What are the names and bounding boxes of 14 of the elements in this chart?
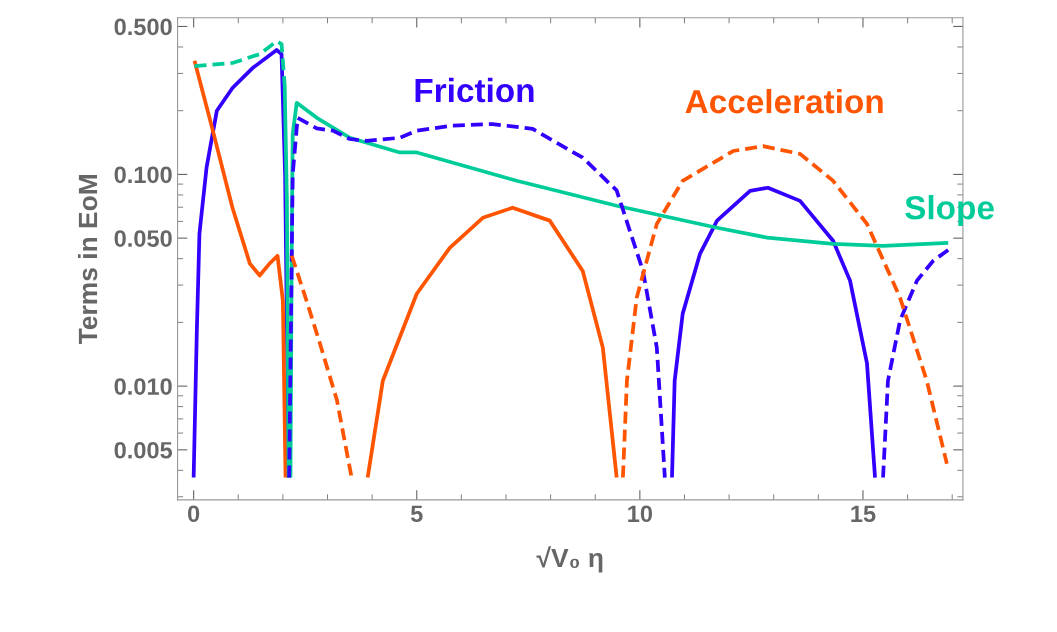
text: Acceleration (685, 88, 883, 114)
y-tick-label: 0.005 (114, 441, 173, 459)
x-tick-label: 5 (410, 505, 423, 523)
x-tick-label: 15 (851, 505, 876, 523)
y-tick-label: 0.500 (114, 18, 172, 36)
y-axis-title: Terms in EoM (77, 175, 98, 345)
x-tick-label: 10 (628, 505, 653, 523)
y-tick-label: 0.050 (114, 230, 172, 247)
text: Friction (415, 77, 534, 103)
y-tick-label: 0.010 (114, 378, 172, 395)
y-tick-label: 0.100 (114, 166, 172, 184)
x-axis-title: √V₀ η (536, 546, 603, 573)
x-tick-label: 0 (188, 505, 200, 523)
series-label: Slope (905, 195, 994, 227)
